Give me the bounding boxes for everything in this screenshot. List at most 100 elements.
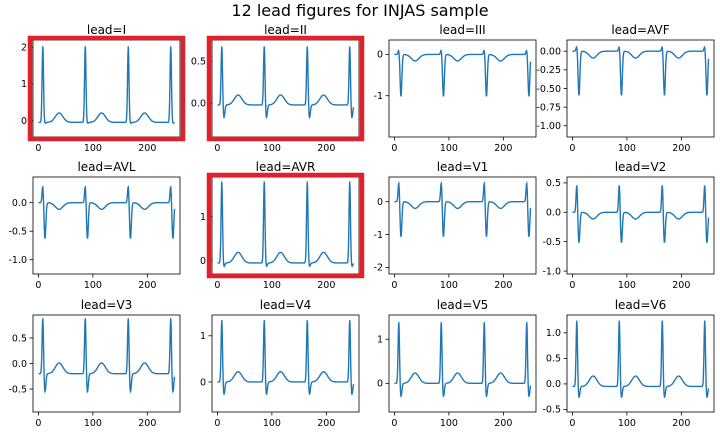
x-tick-label: 200 bbox=[317, 280, 335, 291]
x-tick-label: 200 bbox=[138, 280, 156, 291]
x-tick-label: 0 bbox=[35, 143, 41, 154]
y-tick-label: 0.5 bbox=[546, 354, 561, 365]
highlight-box bbox=[206, 35, 365, 142]
subplot-avf: lead=AVF 0 100 200 -1.00 -0.75 -0.50 -0.25 0.00 bbox=[536, 23, 715, 154]
y-tick-label: 0 bbox=[200, 377, 206, 388]
x-tick-label: 200 bbox=[494, 280, 512, 291]
y-tick-label: 0.5 bbox=[191, 56, 206, 67]
subplot-v3: lead=V3 0 100 200 -0.5 0.0 0.5 bbox=[8, 298, 181, 429]
x-tick-label: 100 bbox=[618, 280, 636, 291]
x-tick-label: 0 bbox=[569, 143, 575, 154]
subplot-iii: lead=III 0 100 200 -1 0 bbox=[374, 23, 537, 154]
series-line bbox=[217, 46, 355, 119]
x-tick-label: 200 bbox=[317, 418, 335, 429]
x-tick-label: 100 bbox=[263, 143, 281, 154]
x-tick-label: 200 bbox=[494, 418, 512, 429]
y-tick-label: 0.5 bbox=[12, 333, 27, 344]
subplot-title: lead=V3 bbox=[81, 298, 133, 312]
x-tick-label: 200 bbox=[138, 418, 156, 429]
y-tick-label: -2 bbox=[374, 263, 383, 274]
axes-frame bbox=[388, 39, 537, 138]
x-tick-label: 0 bbox=[569, 418, 575, 429]
x-tick-label: 0 bbox=[391, 280, 397, 291]
axes-frame bbox=[32, 314, 181, 413]
subplot-title: lead=AVR bbox=[256, 160, 316, 174]
y-tick-label: 0.0 bbox=[12, 359, 27, 370]
y-tick-label: -0.25 bbox=[536, 65, 561, 76]
x-tick-label: 100 bbox=[263, 280, 281, 291]
y-tick-label: -0.5 bbox=[8, 227, 27, 238]
y-tick-label: 0.00 bbox=[540, 46, 561, 57]
subplot-v6: lead=V6 0 100 200 -0.5 0.0 0.5 1.0 bbox=[542, 298, 715, 429]
y-tick-label: -1 bbox=[374, 91, 383, 102]
x-tick-label: 0 bbox=[214, 418, 220, 429]
x-tick-label: 0 bbox=[391, 143, 397, 154]
subplot-title: lead=III bbox=[439, 23, 485, 37]
y-tick-label: 2 bbox=[21, 43, 27, 54]
x-tick-label: 100 bbox=[440, 418, 458, 429]
series-line bbox=[572, 185, 710, 243]
subplot-avr: lead=AVR 0 100 200 0 1 bbox=[200, 160, 365, 291]
y-tick-label: -0.5 bbox=[8, 384, 27, 395]
subplot-title: lead=V2 bbox=[615, 160, 667, 174]
x-tick-label: 200 bbox=[672, 418, 690, 429]
figure-title: 12 lead figures for INJAS sample bbox=[231, 1, 488, 20]
x-tick-label: 0 bbox=[35, 418, 41, 429]
x-tick-label: 0 bbox=[214, 143, 220, 154]
axes-frame bbox=[388, 314, 537, 413]
axes-frame bbox=[211, 39, 360, 138]
axes-frame bbox=[566, 176, 715, 275]
series-line bbox=[394, 49, 532, 97]
series-line bbox=[38, 185, 176, 239]
y-tick-label: 1.0 bbox=[546, 328, 561, 339]
x-tick-label: 200 bbox=[317, 143, 335, 154]
x-tick-label: 100 bbox=[440, 280, 458, 291]
axes-frame bbox=[32, 176, 181, 275]
subplot-title: lead=V5 bbox=[437, 298, 489, 312]
subplot-title: lead=II bbox=[264, 23, 307, 37]
subplot-title: lead=V4 bbox=[260, 298, 312, 312]
x-tick-label: 0 bbox=[214, 280, 220, 291]
y-tick-label: 0.0 bbox=[546, 208, 561, 219]
axes-frame bbox=[211, 314, 360, 413]
subplot-title: lead=V1 bbox=[437, 160, 489, 174]
subplot-ii: lead=II 0 100 200 0.0 0.5 bbox=[191, 23, 365, 154]
x-tick-label: 200 bbox=[672, 143, 690, 154]
x-tick-label: 0 bbox=[569, 280, 575, 291]
y-tick-label: 0 bbox=[21, 116, 27, 127]
axes-frame bbox=[566, 314, 715, 413]
series-line bbox=[394, 322, 532, 398]
subplot-title: lead=V6 bbox=[615, 298, 667, 312]
x-tick-label: 200 bbox=[672, 280, 690, 291]
y-tick-label: -1 bbox=[374, 230, 383, 241]
subplot-avl: lead=AVL 0 100 200 -1.0 -0.5 0.0 bbox=[8, 160, 181, 291]
y-tick-label: 0.0 bbox=[191, 99, 206, 110]
highlight-box bbox=[27, 35, 186, 142]
x-tick-label: 100 bbox=[84, 418, 102, 429]
subplot-v4: lead=V4 0 100 200 0 1 bbox=[200, 298, 360, 429]
y-tick-label: -0.5 bbox=[542, 237, 561, 248]
subplot-title: lead=AVF bbox=[611, 23, 669, 37]
y-tick-label: 0 bbox=[377, 379, 383, 390]
subplot-v2: lead=V2 0 100 200 -1.0 -0.5 0.0 0.5 bbox=[542, 160, 715, 291]
y-tick-label: 1 bbox=[200, 331, 206, 342]
y-tick-label: -0.75 bbox=[536, 102, 561, 113]
y-tick-label: 0 bbox=[200, 256, 206, 267]
x-tick-label: 100 bbox=[84, 143, 102, 154]
subplot-v5: lead=V5 0 100 200 0 1 bbox=[377, 298, 537, 429]
subplot-i: lead=I 0 100 200 0 1 2 bbox=[21, 23, 186, 154]
series-line bbox=[38, 46, 175, 124]
x-tick-label: 0 bbox=[35, 280, 41, 291]
y-tick-label: 1 bbox=[200, 212, 206, 223]
series-line bbox=[38, 318, 176, 394]
x-tick-label: 100 bbox=[84, 280, 102, 291]
y-tick-label: 1 bbox=[21, 79, 27, 90]
subplot-v1: lead=V1 0 100 200 -2 -1 0 bbox=[374, 160, 537, 291]
x-tick-label: 100 bbox=[440, 143, 458, 154]
y-tick-label: 0.0 bbox=[546, 379, 561, 390]
x-tick-label: 100 bbox=[263, 418, 281, 429]
y-tick-label: 0 bbox=[377, 50, 383, 61]
x-tick-label: 0 bbox=[391, 418, 397, 429]
x-tick-label: 100 bbox=[618, 143, 636, 154]
